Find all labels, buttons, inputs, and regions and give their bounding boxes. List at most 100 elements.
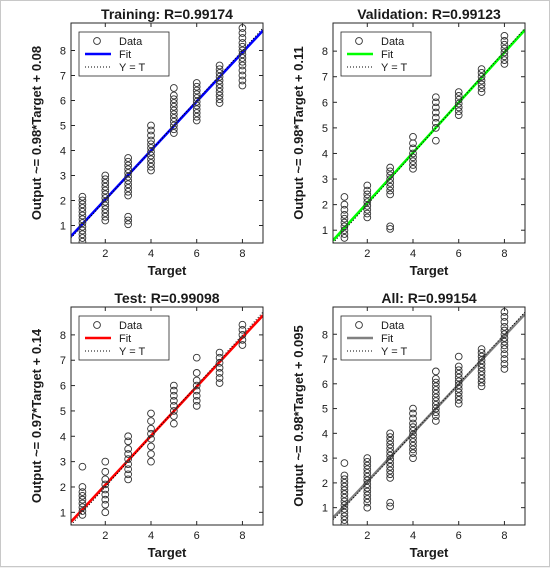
y-tick-label: 8 (60, 330, 66, 342)
data-point (500, 37, 509, 45)
data-point (363, 483, 372, 492)
data-point (215, 69, 224, 77)
legend-identity-label: Y = T (381, 346, 407, 358)
x-tick-label: 2 (102, 530, 108, 542)
data-point (147, 159, 155, 167)
data-point (215, 348, 224, 357)
axes-frame (70, 22, 264, 244)
data-point (78, 488, 87, 496)
data-point (238, 341, 247, 349)
y-tick-label: 4 (60, 146, 66, 158)
data-point (454, 366, 463, 375)
data-point (386, 498, 394, 507)
data-point (192, 376, 201, 385)
data-point (192, 381, 201, 390)
axes-frame (332, 306, 526, 526)
data-point (409, 161, 417, 169)
legend-data-marker (93, 321, 101, 329)
data-point (192, 79, 201, 87)
data-point (340, 230, 349, 238)
data-point (363, 213, 372, 222)
data-point (409, 414, 417, 423)
y-axis-label: Output ~= 0.98*Target + 0.11 (291, 46, 306, 220)
data-point (170, 402, 178, 410)
data-point (124, 184, 132, 192)
data-point (432, 401, 440, 409)
data-point (215, 65, 224, 74)
data-point (454, 99, 463, 108)
y-axis-label: Output ~= 0.97*Target + 0.14 (29, 328, 44, 503)
data-point (454, 107, 463, 116)
data-point (124, 220, 132, 229)
legend-data-label: Data (381, 320, 405, 332)
y-tick-label: 4 (322, 428, 328, 440)
data-point (124, 176, 132, 185)
data-point (101, 490, 110, 499)
data-point (386, 455, 394, 464)
data-point (215, 369, 224, 377)
chart-title: All: R=0.99154 (381, 290, 477, 306)
x-tick-label: 8 (501, 530, 507, 542)
data-point (340, 501, 349, 510)
data-point (101, 179, 110, 187)
data-point (124, 187, 132, 196)
data-point (432, 103, 440, 112)
legend-fit-label: Fit (119, 333, 131, 345)
data-point (124, 157, 132, 166)
data-point (386, 163, 394, 172)
data-point (363, 465, 372, 474)
data-point (124, 432, 132, 441)
legend-fit-label: Fit (381, 49, 393, 61)
data-point (386, 474, 394, 482)
y-tick-label: 5 (60, 121, 66, 133)
data-point (101, 197, 110, 206)
data-point (363, 491, 372, 500)
data-point (170, 125, 178, 134)
data-point (432, 417, 440, 425)
data-point (500, 350, 509, 358)
data-point (124, 180, 132, 189)
data-point (432, 136, 440, 145)
data-point (454, 95, 463, 104)
y-tick-label: 6 (60, 381, 66, 393)
y-tick-label: 3 (322, 174, 328, 186)
y-axis-label: Output ~= 0.98*Target + 0.095 (291, 325, 306, 506)
data-point (238, 66, 247, 75)
axes-frame (332, 22, 526, 244)
data-point (340, 471, 349, 480)
data-point (386, 167, 394, 176)
data-point (432, 412, 440, 420)
data-point (432, 404, 440, 413)
data-point (78, 226, 87, 235)
data-point (340, 505, 349, 513)
y-tick-label: 6 (60, 96, 66, 108)
y-tick-label: 5 (60, 406, 66, 418)
data-point (78, 237, 87, 243)
data-point (147, 147, 155, 156)
data-point (215, 91, 224, 100)
data-point (147, 442, 155, 451)
legend-data-marker (93, 37, 101, 45)
data-point (340, 226, 349, 235)
data-point (238, 57, 247, 66)
data-point (432, 124, 440, 132)
data-point (215, 61, 224, 70)
data-point (78, 192, 87, 201)
data-point (340, 234, 349, 242)
data-point (500, 365, 509, 373)
y-tick-label: 2 (60, 196, 66, 208)
data-point (147, 429, 155, 438)
chart-title: Training: R=0.99174 (101, 6, 233, 22)
x-tick-label: 8 (501, 248, 507, 260)
data-point (124, 450, 132, 458)
data-point (78, 230, 87, 239)
data-point (386, 225, 394, 233)
data-point (340, 479, 349, 487)
data-point (363, 190, 372, 199)
data-point (409, 434, 417, 443)
data-point (340, 218, 349, 227)
data-point (500, 52, 509, 61)
data-point (170, 386, 178, 395)
